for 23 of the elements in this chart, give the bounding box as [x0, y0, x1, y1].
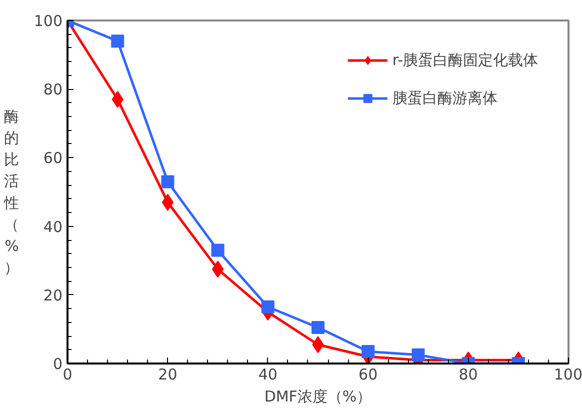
point — [362, 344, 375, 358]
y-tick-label: 60 — [43, 149, 63, 168]
x-axis-title: DMF浓度（%） — [264, 388, 372, 406]
legend-label: r-胰蛋白酶固定化载体 — [392, 50, 538, 70]
point — [312, 320, 324, 334]
point — [111, 34, 124, 48]
point — [412, 348, 425, 362]
x-tick-label: 100 — [554, 366, 582, 384]
y-axis-title: 酶的比活性（%） — [2, 107, 19, 277]
legend-label: 胰蛋白酶游离体 — [392, 88, 498, 108]
x-tick-label: 80 — [458, 366, 478, 384]
y-tick-label: 40 — [43, 218, 63, 236]
point — [212, 260, 224, 278]
x-tick-label: 60 — [358, 366, 378, 384]
point — [261, 300, 274, 314]
point — [162, 194, 174, 211]
y-tick-label: 20 — [43, 286, 63, 304]
point — [211, 244, 224, 257]
y-tick-label: 100 — [34, 12, 63, 30]
x-tick-label: 40 — [258, 366, 278, 384]
point — [161, 175, 174, 188]
x-tick-label: 20 — [158, 366, 178, 384]
y-tick-label: 80 — [43, 80, 63, 99]
